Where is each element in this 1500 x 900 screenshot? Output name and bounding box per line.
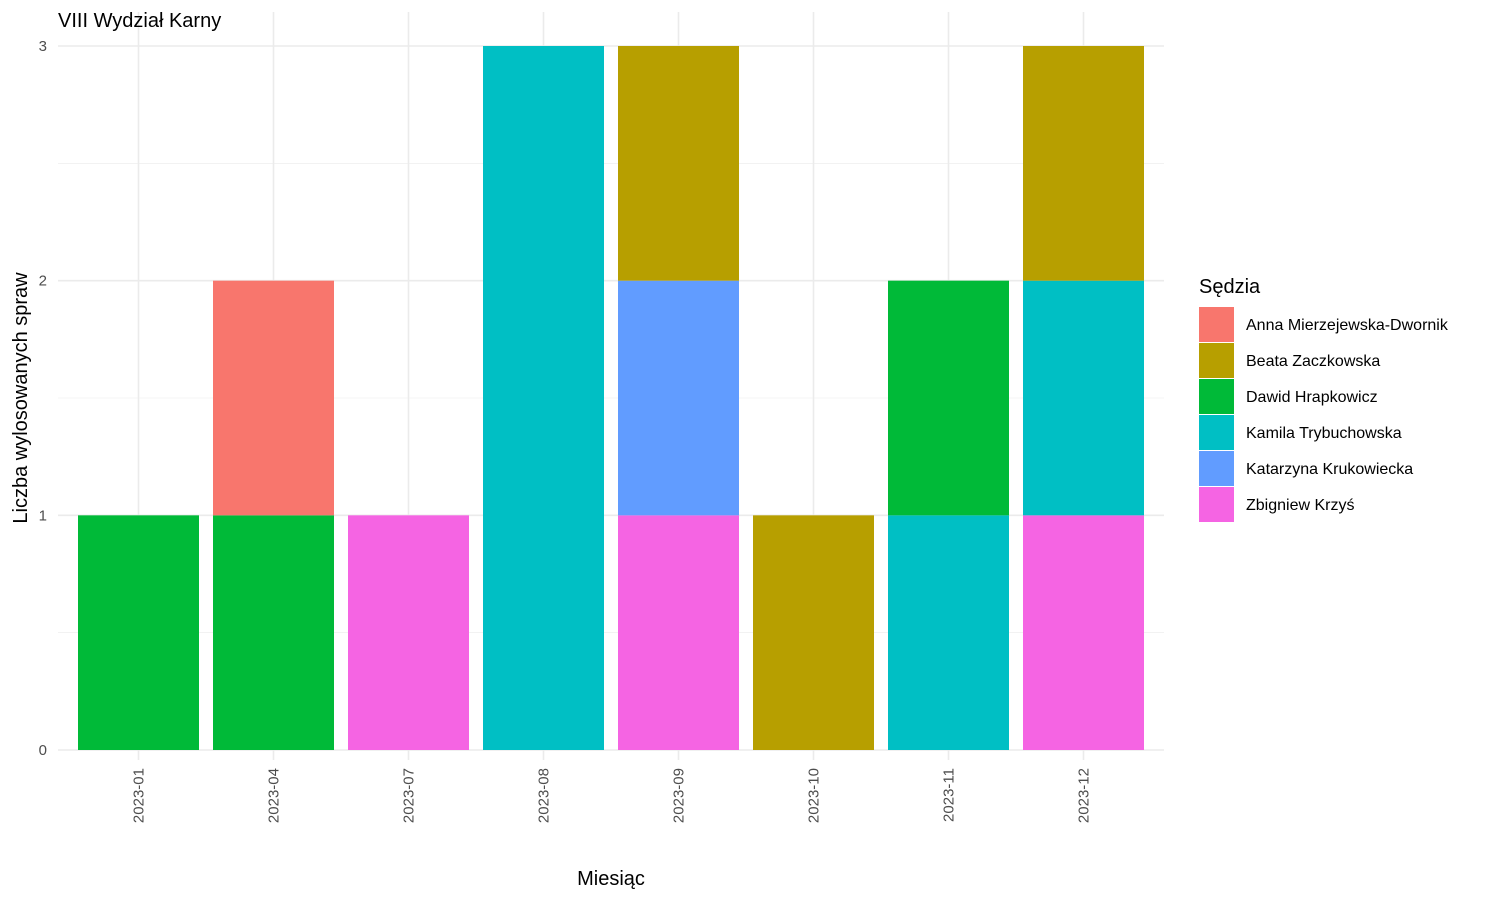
x-tick-label: 2023-09 (671, 768, 688, 823)
chart-title: VIII Wydział Karny (58, 10, 221, 32)
legend-label: Zbigniew Krzyś (1246, 497, 1354, 514)
y-tick-label: 2 (39, 273, 47, 290)
bar-segment (1023, 46, 1144, 281)
bar-segment (753, 515, 874, 750)
bars (78, 46, 1144, 750)
bar-segment (1023, 280, 1144, 516)
legend-swatch (1199, 379, 1234, 414)
bar-segment (888, 280, 1009, 516)
legend-label: Kamila Trybuchowska (1246, 425, 1402, 442)
legend-swatch (1199, 451, 1234, 486)
bar-segment (213, 515, 334, 750)
x-tick-label: 2023-11 (941, 768, 958, 822)
y-tick-labels: 0 1 2 3 (39, 38, 47, 759)
bar-segment (348, 515, 469, 750)
bar-segment (618, 46, 739, 281)
x-tick-label: 2023-12 (1076, 768, 1093, 823)
legend: Sędzia Anna Mierzejewska-Dwornik Beata Za… (1199, 276, 1449, 522)
bar-segment (213, 280, 334, 516)
legend-label: Katarzyna Krukowiecka (1246, 461, 1413, 478)
x-tick-labels: 2023-01 2023-04 2023-07 2023-08 2023-09 2023-… (131, 768, 1093, 823)
legend-label: Beata Zaczkowska (1246, 353, 1380, 370)
y-tick-label: 1 (39, 507, 47, 524)
x-tick-label: 2023-08 (536, 768, 553, 823)
x-tick-label: 2023-10 (806, 768, 823, 823)
x-tick-label: 2023-01 (131, 768, 148, 823)
legend-label: Anna Mierzejewska-Dwornik (1246, 317, 1449, 334)
y-tick-label: 0 (39, 742, 47, 759)
legend-swatch (1199, 343, 1234, 378)
legend-items: Anna Mierzejewska-Dwornik Beata Zaczkowsk… (1199, 307, 1449, 522)
legend-swatch (1199, 307, 1234, 342)
x-axis-title: Miesiąc (577, 868, 645, 890)
legend-label: Dawid Hrapkowicz (1246, 389, 1378, 406)
bar-segment (1023, 515, 1144, 750)
y-tick-label: 3 (39, 38, 47, 55)
bar-segment (78, 515, 199, 750)
bar-segment (618, 280, 739, 516)
bar-segment (888, 515, 1009, 750)
bar-segment (618, 515, 739, 750)
legend-swatch (1199, 415, 1234, 450)
x-tick-label: 2023-04 (266, 768, 283, 823)
legend-swatch (1199, 487, 1234, 522)
legend-title: Sędzia (1199, 276, 1261, 298)
y-axis-title: Liczba wylosowanych spraw (10, 272, 32, 524)
x-tick-label: 2023-07 (401, 768, 418, 823)
bar-segment (483, 46, 604, 750)
